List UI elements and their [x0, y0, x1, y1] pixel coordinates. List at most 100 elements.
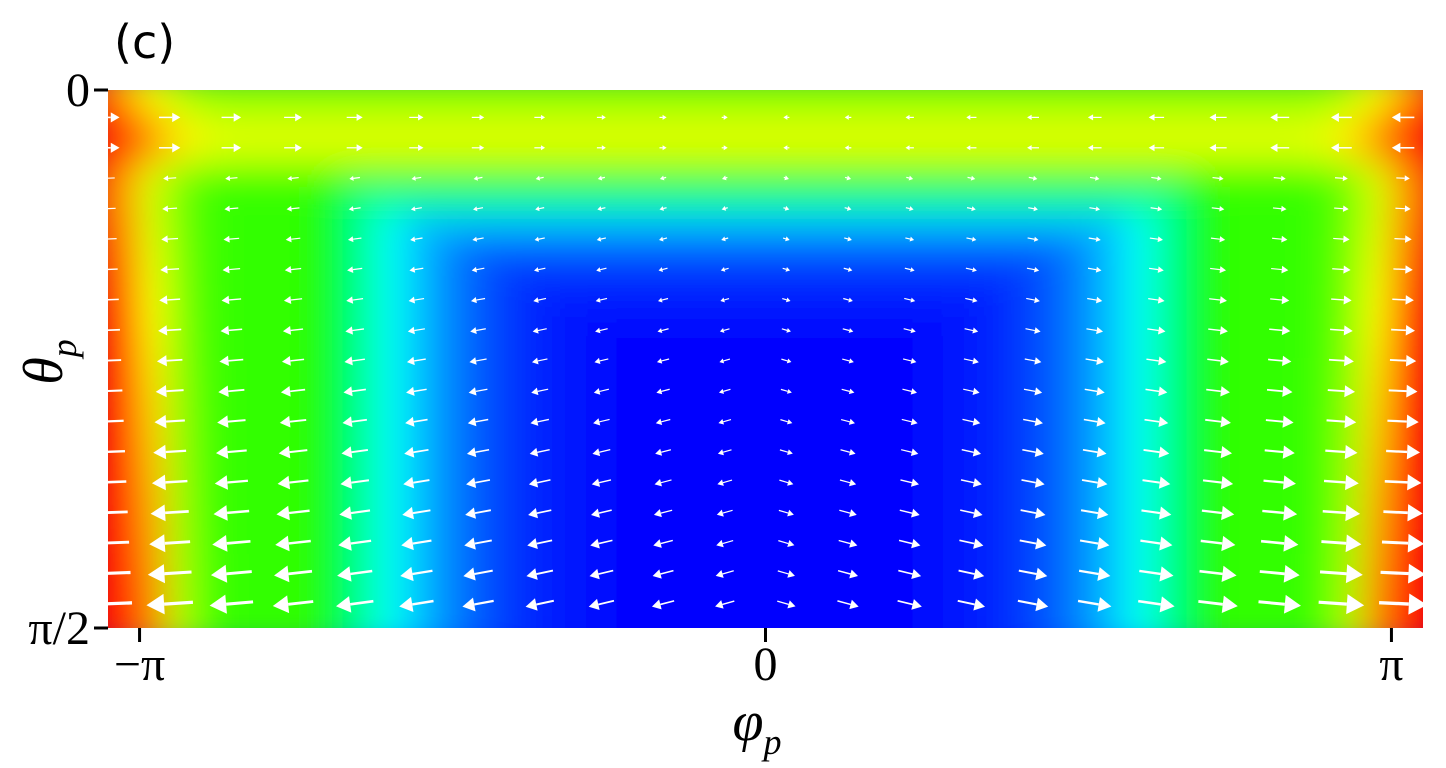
heatmap-cell [136, 137, 169, 165]
vector-arrow [596, 236, 607, 242]
heatmap-cell [1242, 382, 1275, 409]
heatmap-cell [166, 431, 199, 458]
heatmap-cell [1033, 504, 1066, 532]
vector-arrow [902, 388, 917, 395]
heatmap-cell [375, 162, 408, 189]
heatmap-cell [1332, 382, 1365, 409]
vector-arrow [963, 387, 980, 395]
heatmap-cell [226, 90, 259, 91]
heatmap-cell [615, 113, 647, 140]
heatmap [108, 90, 1423, 628]
vector-arrow [718, 419, 732, 425]
vector-arrow [472, 236, 484, 242]
heatmap-cell [256, 309, 289, 336]
heatmap-cell [1212, 162, 1245, 189]
heatmap-cell [1242, 578, 1275, 605]
vector-arrow [842, 328, 854, 333]
heatmap-cell [704, 235, 737, 263]
vector-arrow [778, 539, 795, 548]
vector-arrow [901, 448, 919, 457]
heatmap-cell [495, 358, 528, 385]
heatmap-cell [1182, 137, 1215, 165]
heatmap-cell [1302, 309, 1335, 336]
y-axis-label-sub: p [44, 339, 84, 360]
heatmap-cell [943, 358, 976, 385]
heatmap-cell [704, 627, 737, 628]
heatmap-cell [1063, 90, 1096, 116]
vector-arrow [287, 175, 299, 181]
heatmap-cell [375, 186, 408, 214]
heatmap-cell [913, 578, 946, 605]
heatmap-cell [734, 358, 767, 385]
heatmap-cell [405, 382, 438, 409]
heatmap-cell [674, 553, 707, 581]
vector-arrow [1271, 265, 1289, 274]
heatmap-cell [525, 406, 558, 434]
heatmap-cell [913, 358, 946, 385]
heatmap-cell [435, 137, 468, 165]
heatmap-cell [1003, 90, 1036, 116]
vector-arrow [534, 114, 546, 120]
vector-arrow [275, 535, 311, 552]
vector-arrow [1143, 446, 1170, 458]
y-axis-label-main: θ [13, 357, 75, 385]
heatmap-cell [108, 431, 139, 458]
heatmap-cell [495, 504, 528, 532]
vector-arrow [780, 388, 792, 394]
heatmap-cell [615, 260, 647, 287]
vector-arrow [1209, 144, 1227, 152]
heatmap-cell [1182, 90, 1215, 91]
heatmap-cell [1362, 553, 1395, 581]
heatmap-cell [1003, 186, 1036, 214]
heatmap-cell [854, 90, 887, 91]
heatmap-cell [1272, 162, 1305, 189]
vector-arrow [1087, 266, 1102, 273]
vector-arrow [841, 388, 855, 395]
heatmap-cell [256, 358, 289, 385]
heatmap-cell [435, 553, 468, 581]
heatmap-cell [644, 90, 677, 116]
heatmap-cell [1332, 284, 1365, 312]
heatmap-cell [256, 382, 289, 409]
heatmap-cell [226, 602, 259, 628]
heatmap-cell [1302, 260, 1335, 287]
heatmap-cell [674, 333, 707, 360]
vector-arrow [722, 175, 728, 181]
heatmap-cell [136, 90, 169, 116]
heatmap-cell [108, 455, 139, 483]
vector-arrow [1262, 505, 1298, 521]
vector-arrow [844, 114, 852, 120]
heatmap-cell [435, 602, 468, 628]
heatmap-cell [704, 211, 737, 238]
heatmap-cell [196, 90, 229, 116]
heatmap-cell [1093, 382, 1126, 409]
heatmap-cell [375, 260, 408, 287]
heatmap-cell [525, 309, 558, 336]
heatmap-cell [1063, 480, 1096, 507]
heatmap-cell [196, 284, 229, 312]
heatmap-cell [674, 406, 707, 434]
heatmap-cell [764, 113, 797, 140]
vector-arrow [156, 355, 183, 367]
heatmap-cell [1392, 333, 1423, 360]
heatmap-cell [704, 455, 737, 483]
heatmap-cell [316, 406, 349, 434]
heatmap-cell [495, 309, 528, 336]
vector-arrow [224, 205, 239, 212]
vector-arrow [108, 142, 120, 153]
heatmap-cell [166, 504, 199, 532]
heatmap-cell [495, 137, 528, 165]
vector-arrow [1388, 384, 1418, 398]
heatmap-cell [166, 309, 199, 336]
heatmap-cell [615, 284, 647, 312]
heatmap-cell [1302, 90, 1335, 116]
heatmap-cell [108, 309, 139, 336]
heatmap-cell [435, 529, 468, 556]
heatmap-cell [1422, 260, 1423, 287]
heatmap-cell [1003, 358, 1036, 385]
heatmap-cell [884, 260, 916, 287]
heatmap-cell [525, 137, 558, 165]
vector-arrow [905, 114, 914, 120]
heatmap-cell [1063, 455, 1096, 483]
